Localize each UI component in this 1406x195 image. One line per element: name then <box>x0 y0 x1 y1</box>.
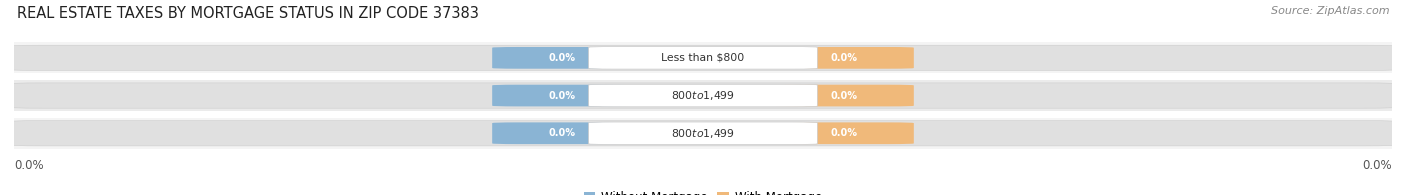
Text: $800 to $1,499: $800 to $1,499 <box>671 89 735 102</box>
FancyBboxPatch shape <box>589 47 817 69</box>
Text: 0.0%: 0.0% <box>831 128 858 138</box>
FancyBboxPatch shape <box>492 122 631 144</box>
Text: 0.0%: 0.0% <box>548 53 575 63</box>
FancyBboxPatch shape <box>14 42 1392 73</box>
Text: $800 to $1,499: $800 to $1,499 <box>671 127 735 140</box>
FancyBboxPatch shape <box>14 118 1392 149</box>
Text: 0.0%: 0.0% <box>548 90 575 101</box>
FancyBboxPatch shape <box>775 47 914 69</box>
FancyBboxPatch shape <box>492 85 631 106</box>
Text: 0.0%: 0.0% <box>831 90 858 101</box>
FancyBboxPatch shape <box>775 122 914 144</box>
Text: 0.0%: 0.0% <box>14 159 44 172</box>
Text: Less than $800: Less than $800 <box>661 53 745 63</box>
Text: REAL ESTATE TAXES BY MORTGAGE STATUS IN ZIP CODE 37383: REAL ESTATE TAXES BY MORTGAGE STATUS IN … <box>17 6 479 21</box>
FancyBboxPatch shape <box>7 83 1399 108</box>
FancyBboxPatch shape <box>775 85 914 106</box>
FancyBboxPatch shape <box>7 121 1399 146</box>
Text: Source: ZipAtlas.com: Source: ZipAtlas.com <box>1271 6 1389 16</box>
Text: 0.0%: 0.0% <box>1362 159 1392 172</box>
FancyBboxPatch shape <box>589 84 817 107</box>
FancyBboxPatch shape <box>492 47 631 69</box>
FancyBboxPatch shape <box>14 80 1392 111</box>
FancyBboxPatch shape <box>7 45 1399 70</box>
Text: 0.0%: 0.0% <box>548 128 575 138</box>
FancyBboxPatch shape <box>589 122 817 144</box>
Text: 0.0%: 0.0% <box>831 53 858 63</box>
Legend: Without Mortgage, With Mortgage: Without Mortgage, With Mortgage <box>579 186 827 195</box>
